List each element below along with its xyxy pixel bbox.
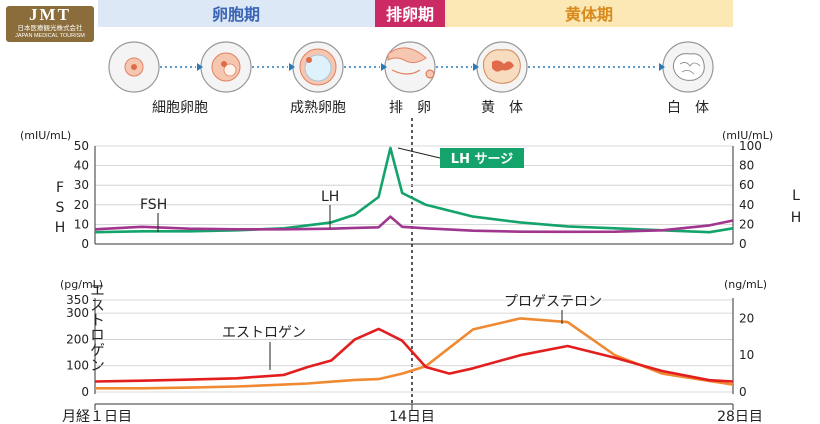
top-left-tick-label: 30: [74, 178, 89, 192]
bottom-left-tick-label: 350: [66, 293, 89, 307]
bottom-right-tick-label: 10: [739, 348, 754, 362]
top-right-tick-label: 40: [739, 198, 754, 212]
company-logo: JMT 日本医療観光株式会社 JAPAN MEDICAL TOURISM: [6, 6, 94, 42]
progesterone-line: [95, 317, 734, 390]
x-label-start: 月経１日目: [62, 409, 132, 424]
top-right-ticks: 100 80 60 40 20 0: [739, 139, 762, 251]
ovulation-icon: [384, 41, 436, 93]
phase-luteal-bg: [445, 0, 733, 27]
progesterone-series-label: プロゲステロン: [504, 294, 602, 310]
top-right-tick-label: 80: [739, 159, 754, 173]
lh-line: [94, 146, 734, 234]
logo-company-jp: 日本医療観光株式会社: [17, 24, 83, 32]
follicle-large-icon: [292, 41, 344, 93]
fsh-series-label: FSH: [140, 197, 167, 213]
lh-surge-badge: [440, 148, 524, 168]
phase-bar: 卵胞期 排卵期 黄体期: [98, 0, 733, 27]
follicle-mature-icon: [200, 41, 252, 93]
stage-label-corpus-albicans: 白 体: [667, 100, 709, 116]
phase-follicular-bg: [98, 0, 375, 27]
bottom-left-tick-label: 100: [66, 359, 89, 373]
top-right-tick-label: 100: [739, 139, 762, 153]
bottom-right-tick-label: 20: [739, 311, 754, 325]
bottom-left-tick-label: 0: [81, 385, 89, 399]
fsh-axis-text: FSH: [8, 180, 68, 232]
phase-follicular-label: 卵胞期: [212, 5, 260, 24]
top-left-tick-label: 50: [74, 139, 89, 153]
bottom-left-tick-label: 300: [66, 306, 89, 320]
top-left-tick-label: 20: [74, 198, 89, 212]
stage-label-corpus-luteum: 黄 体: [481, 99, 523, 116]
bottom-left-tick-label: 200: [66, 332, 89, 346]
follicle-small-icon: [108, 41, 160, 93]
top-left-tick-label: 40: [74, 159, 89, 173]
logo-company-en: JAPAN MEDICAL TOURISM: [15, 33, 85, 39]
phase-ovulation-bg: [375, 0, 445, 27]
estrogen-axis-text: エストロゲン: [16, 282, 106, 370]
bottom-left-unit: (pg/mL): [60, 278, 103, 291]
top-right-tick-label: 60: [739, 178, 754, 192]
x-label-end: 28日目: [717, 409, 763, 424]
bottom-grid: [95, 299, 733, 393]
estrogen-series-label: エストロゲン: [222, 325, 306, 341]
bottom-chart: (pg/mL) (ng/mL) エストロゲン プロゲステロン 350300200…: [16, 278, 820, 424]
phase-ovulation-label: 排卵期: [386, 5, 434, 24]
bottom-right-ticks: 20 10 0: [739, 311, 754, 399]
bottom-right-unit: (ng/mL): [724, 278, 767, 291]
lh-axis-text: LH: [760, 188, 804, 222]
top-left-ticks: 50 40 30 20 10 0: [74, 139, 89, 251]
estrogen-line: [94, 327, 734, 383]
stage-label-ovulation: 排 卵: [389, 100, 431, 116]
top-left-tick-label: 10: [74, 217, 89, 231]
lh-series-label: LH: [321, 189, 339, 205]
corpus-luteum-icon: [476, 41, 528, 93]
top-right-unit: (mIU/mL): [722, 129, 773, 142]
lh-surge-label: LH サージ: [451, 152, 513, 167]
stage-label-mature-follicle: 成熟卵胞: [290, 100, 346, 116]
stage-arrowheads: [197, 63, 665, 71]
top-right-axis-label: LH: [760, 188, 804, 222]
top-left-axis-label: FSH: [8, 180, 68, 232]
bottom-right-axis-label: プロゲステロン: [790, 278, 820, 381]
top-right-tick-label: 20: [739, 217, 754, 231]
top-right-tick-label: 0: [739, 237, 747, 251]
phase-luteal-label: 黄体期: [565, 5, 613, 24]
follicle-stage-row: 細胞卵胞 成熟卵胞 排 卵 黄 体 白 体: [108, 41, 714, 116]
bottom-right-tick-label: 0: [739, 385, 747, 399]
top-left-unit: (mIU/mL): [20, 129, 71, 142]
progesterone-axis-text: プロゲステロン: [790, 278, 820, 381]
x-label-mid: 14日目: [389, 409, 435, 424]
lh-surge-leader: [397, 147, 441, 159]
top-left-tick-label: 0: [81, 237, 89, 251]
corpus-albicans-icon: [662, 41, 714, 93]
logo-mark: JMT: [29, 5, 71, 24]
fsh-line: [94, 215, 734, 234]
stage-label-primary-follicle: 細胞卵胞: [152, 100, 208, 116]
bottom-left-axis-label: エストロゲン: [16, 282, 106, 370]
